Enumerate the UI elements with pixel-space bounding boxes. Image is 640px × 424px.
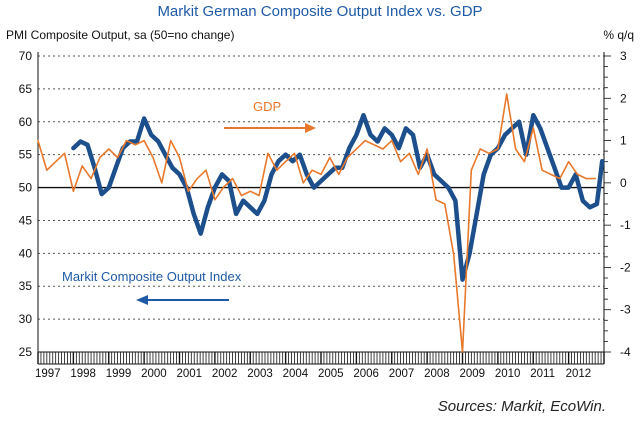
left-tick-label: 30 xyxy=(19,312,33,326)
right-tick-label: -1 xyxy=(620,218,631,232)
right-tick-label: 3 xyxy=(620,49,627,63)
x-tick-label: 2006 xyxy=(353,368,379,380)
x-tick-label: 2005 xyxy=(318,368,344,380)
x-tick-label: 2009 xyxy=(460,368,486,380)
right-tick-label: 1 xyxy=(620,134,627,148)
x-tick-label: 1998 xyxy=(70,368,96,380)
x-tick-label: 2012 xyxy=(566,368,592,380)
left-tick-label: 25 xyxy=(19,345,33,359)
left-tick-label: 60 xyxy=(19,115,33,129)
left-tick-label: 70 xyxy=(19,49,33,63)
right-tick-label: -4 xyxy=(620,345,631,359)
x-tick-label: 2000 xyxy=(141,368,167,380)
x-tick-label: 2008 xyxy=(424,368,450,380)
x-tick-label: 2001 xyxy=(177,368,203,380)
chart-title: Markit German Composite Output Index vs.… xyxy=(157,3,483,20)
right-tick-label: 0 xyxy=(620,176,627,190)
x-tick-label: 2007 xyxy=(389,368,415,380)
x-tick-label: 2003 xyxy=(247,368,273,380)
right-tick-label: 2 xyxy=(620,91,627,105)
left-axis-label: PMI Composite Output, sa (50=no change) xyxy=(6,28,235,42)
series-line-gdp xyxy=(37,93,597,353)
left-tick-label: 40 xyxy=(19,246,33,260)
x-tick-label: 1997 xyxy=(35,368,61,380)
left-tick-label: 45 xyxy=(19,213,33,227)
x-tick-label: 2010 xyxy=(495,368,521,380)
left-tick-label: 35 xyxy=(19,279,33,293)
x-tick-label: 2004 xyxy=(283,368,309,380)
left-tick-label: 65 xyxy=(19,82,33,96)
series-line-composite-index xyxy=(71,112,605,282)
annotation-index-label: Markit Composite Output Index xyxy=(62,269,242,284)
x-tick-label: 2011 xyxy=(530,368,555,380)
x-tick-label: 1999 xyxy=(106,368,132,380)
right-axis-label: % q/q xyxy=(603,28,634,42)
source-note: Sources: Markit, EcoWin. xyxy=(437,398,606,415)
annotation-gdp-arrowhead xyxy=(305,123,316,133)
annotation-gdp-label: GDP xyxy=(253,99,281,114)
right-tick-label: -3 xyxy=(620,303,631,317)
right-tick-label: -2 xyxy=(620,260,631,274)
left-tick-label: 50 xyxy=(19,181,33,195)
x-tick-label: 2002 xyxy=(212,368,238,380)
annotation-index-arrowhead xyxy=(136,295,148,305)
left-tick-label: 55 xyxy=(19,148,33,162)
